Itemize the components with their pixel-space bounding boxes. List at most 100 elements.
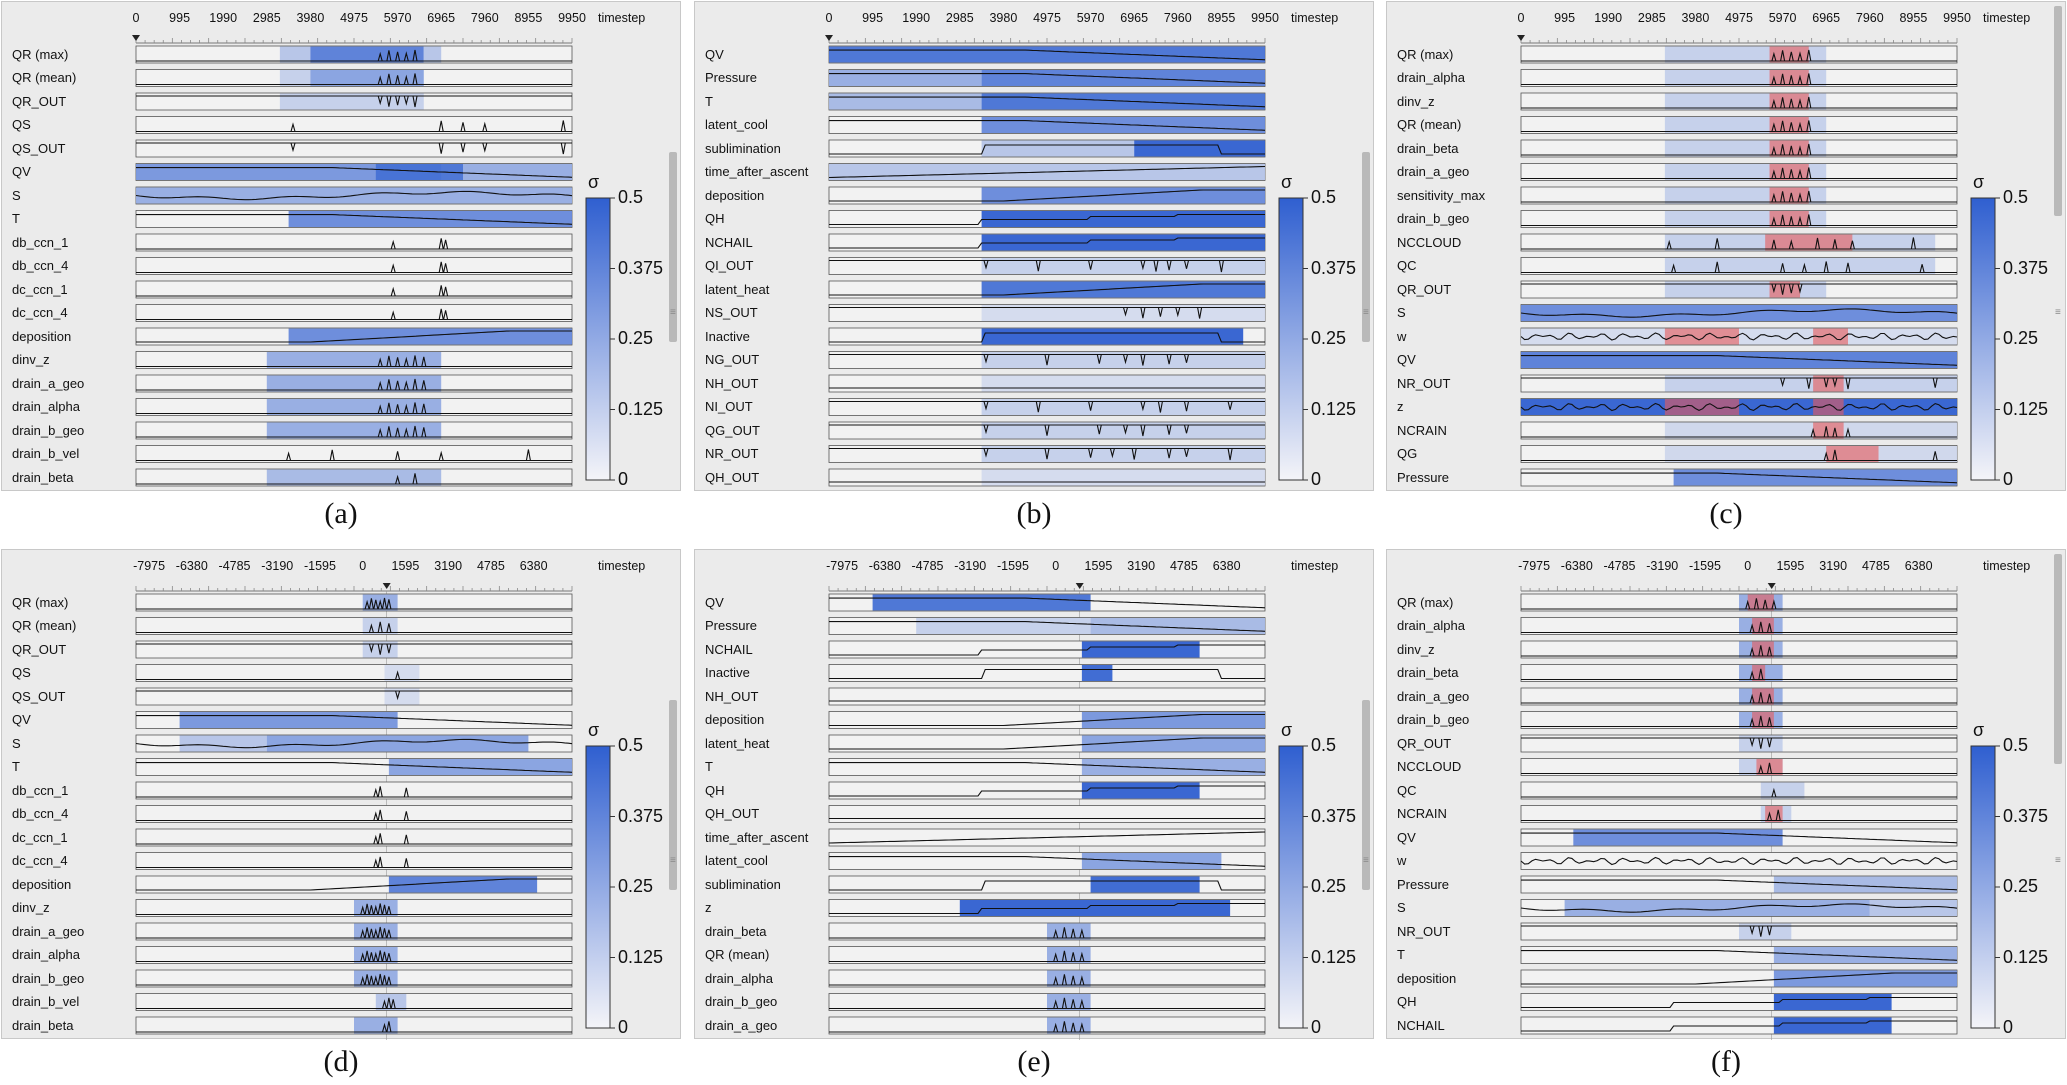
variable-row[interactable] <box>1520 398 1958 416</box>
splitter-grip-icon[interactable]: ≡ <box>670 855 676 866</box>
row-label[interactable]: QV <box>12 164 31 179</box>
row-label[interactable]: drain_beta <box>1397 665 1459 680</box>
row-label[interactable]: S <box>1397 305 1406 320</box>
variable-row[interactable] <box>828 210 1266 228</box>
variable-row[interactable] <box>135 758 573 776</box>
variable-row[interactable] <box>1520 1016 1958 1035</box>
variable-row[interactable] <box>135 922 573 941</box>
variable-row[interactable] <box>135 640 573 659</box>
variable-row[interactable] <box>828 946 1266 964</box>
variable-row[interactable] <box>1520 445 1958 463</box>
row-label[interactable]: drain_beta <box>12 469 74 485</box>
variable-row[interactable] <box>135 969 573 988</box>
variable-row[interactable] <box>828 734 1266 753</box>
variable-row[interactable] <box>828 593 1266 612</box>
variable-row[interactable] <box>828 139 1266 158</box>
timeline-canvas[interactable] <box>2 550 682 1040</box>
row-label[interactable]: sensitivity_max <box>1397 187 1486 203</box>
timeline-canvas[interactable] <box>1387 2 2067 492</box>
row-label[interactable]: NCHAIL <box>705 234 753 250</box>
vertical-scrollbar-thumb[interactable] <box>669 152 677 342</box>
variable-row[interactable] <box>135 374 573 393</box>
row-label[interactable]: drain_b_geo <box>705 994 778 1009</box>
row-label[interactable]: NCCLOUD <box>1397 759 1462 774</box>
row-label[interactable]: QR_OUT <box>12 93 67 109</box>
variable-row[interactable] <box>135 186 573 205</box>
splitter-grip-icon[interactable]: ≡ <box>1363 307 1369 318</box>
row-label[interactable]: NR_OUT <box>1397 375 1451 391</box>
vertical-scrollbar-thumb[interactable] <box>669 700 677 890</box>
row-label[interactable]: drain_alpha <box>12 399 80 414</box>
variable-row[interactable] <box>1520 664 1958 682</box>
row-label[interactable]: drain_alpha <box>12 947 80 962</box>
variable-row[interactable] <box>135 210 573 228</box>
row-label[interactable]: NCCLOUD <box>1397 234 1462 250</box>
row-label[interactable]: NI_OUT <box>705 399 753 414</box>
variable-row[interactable] <box>828 828 1266 847</box>
row-label[interactable]: db_ccn_1 <box>12 782 69 798</box>
vertical-scrollbar-thumb[interactable] <box>1362 152 1370 342</box>
variable-row[interactable] <box>1520 993 1958 1011</box>
vertical-scrollbar-thumb[interactable] <box>2054 554 2062 764</box>
variable-row[interactable] <box>1520 69 1958 87</box>
variable-row[interactable] <box>1520 734 1958 753</box>
variable-row[interactable] <box>828 304 1266 322</box>
variable-row[interactable] <box>135 617 573 635</box>
row-label[interactable]: Pressure <box>705 70 758 85</box>
variable-row[interactable] <box>828 468 1266 487</box>
row-label[interactable]: QV <box>1397 352 1416 367</box>
row-label[interactable]: sublimination <box>705 140 781 156</box>
row-label[interactable]: QG <box>1397 446 1418 461</box>
row-label[interactable]: QV <box>1397 829 1416 845</box>
variable-row[interactable] <box>135 233 573 252</box>
splitter-grip-icon[interactable]: ≡ <box>670 307 676 318</box>
variable-row[interactable] <box>828 687 1266 706</box>
variable-row[interactable] <box>135 92 573 111</box>
row-label[interactable]: latent_cool <box>705 117 768 132</box>
row-label[interactable]: S <box>1397 900 1406 915</box>
variable-row[interactable] <box>1520 351 1958 369</box>
row-label[interactable]: dc_ccn_1 <box>12 281 68 297</box>
variable-row[interactable] <box>1520 374 1958 393</box>
variable-row[interactable] <box>1520 163 1958 181</box>
row-label[interactable]: drain_a_geo <box>705 1017 778 1033</box>
splitter-grip-icon[interactable]: ≡ <box>2055 855 2061 866</box>
row-label[interactable]: dinv_z <box>1397 641 1435 657</box>
variable-row[interactable] <box>1520 139 1958 158</box>
variable-row[interactable] <box>1520 327 1958 346</box>
variable-row[interactable] <box>828 640 1266 659</box>
row-label[interactable]: latent_cool <box>705 853 768 868</box>
row-label[interactable]: NH_OUT <box>705 688 759 704</box>
variable-row[interactable] <box>1520 92 1958 111</box>
row-label[interactable]: QH_OUT <box>705 469 760 485</box>
variable-row[interactable] <box>135 116 573 134</box>
row-label[interactable]: NS_OUT <box>705 305 758 320</box>
row-label[interactable]: drain_b_geo <box>12 970 85 986</box>
row-label[interactable]: dc_ccn_1 <box>12 829 68 845</box>
row-label[interactable]: QV <box>705 594 724 610</box>
variable-row[interactable] <box>828 421 1266 440</box>
variable-row[interactable] <box>1520 304 1958 322</box>
variable-row[interactable] <box>828 617 1266 635</box>
row-label[interactable]: S <box>12 187 21 203</box>
row-label[interactable]: Inactive <box>705 665 750 680</box>
variable-row[interactable] <box>135 69 573 87</box>
row-label[interactable]: Inactive <box>705 328 750 344</box>
row-label[interactable]: Pressure <box>705 618 758 633</box>
row-label[interactable]: NH_OUT <box>705 375 759 391</box>
variable-row[interactable] <box>1520 828 1958 847</box>
variable-row[interactable] <box>135 734 573 753</box>
variable-row[interactable] <box>135 664 573 682</box>
variable-row[interactable] <box>1520 946 1958 964</box>
row-label[interactable]: drain_beta <box>12 1017 74 1033</box>
variable-row[interactable] <box>1520 210 1958 228</box>
timeline-canvas[interactable] <box>695 550 1375 1040</box>
row-label[interactable]: QR (max) <box>12 46 69 62</box>
variable-row[interactable] <box>135 899 573 917</box>
row-label[interactable]: QH <box>705 782 725 798</box>
row-label[interactable]: S <box>12 735 21 751</box>
row-label[interactable]: QH <box>1397 994 1417 1009</box>
row-label[interactable]: QH <box>705 211 725 226</box>
row-label[interactable]: QG_OUT <box>705 422 760 438</box>
row-label[interactable]: drain_alpha <box>1397 70 1465 85</box>
